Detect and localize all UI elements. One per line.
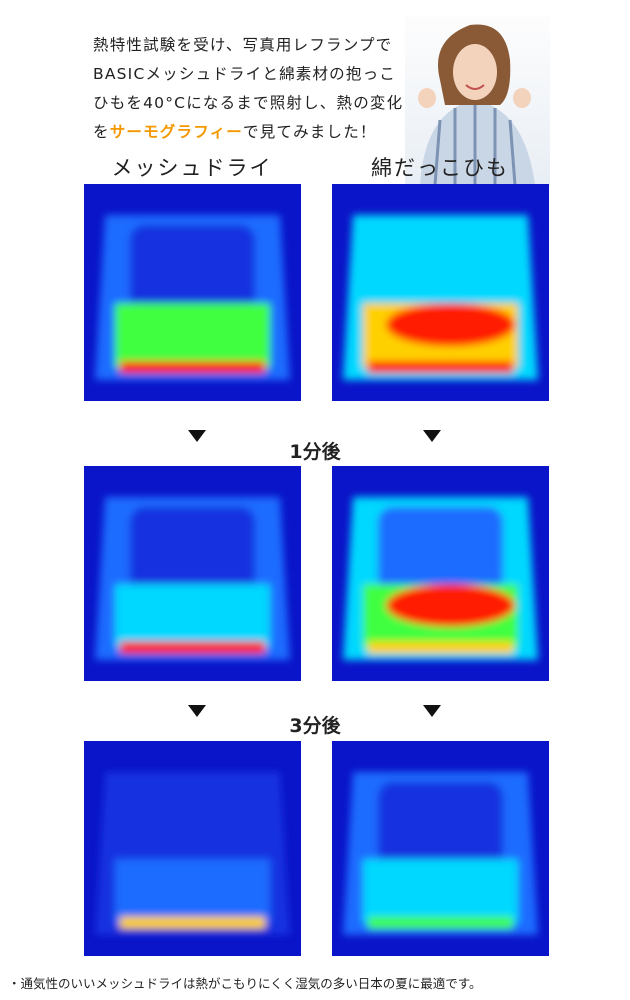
thermal-image [84,466,301,681]
woman-photo [405,15,550,187]
thermal-image [332,741,549,956]
thermal-region [378,225,503,311]
highlight: サーモグラフィー [109,123,243,141]
thermal-body [343,215,538,380]
thermal-body [95,215,290,380]
thermal-image [332,466,549,681]
thermal-hotspot [386,584,515,627]
thermal-body [343,772,538,935]
thermal-region [368,361,513,374]
thermal-image [332,184,549,401]
thermal-region [378,507,503,593]
thermal-region [368,916,513,929]
text: を [93,123,110,141]
thermal-frame [84,184,301,401]
thermal-region [378,782,503,868]
intro-line: 熱特性試験を受け、写真用レフランプで [93,36,393,54]
thermal-body [95,772,290,935]
thermal-frame [332,466,549,681]
thermal-image [84,741,301,956]
intro-line: をサーモグラフィーで見てみました！ [93,120,377,142]
thermal-region [130,225,255,311]
thermal-region [120,916,265,929]
column-header: 綿だっこひも [371,156,509,180]
thermal-region [120,361,265,374]
intro-line: ひもを40°Cになるまで照射し、熱の変化 [93,94,404,112]
blouse-stripes [433,104,517,186]
step-label: 1分後 [289,441,341,463]
thermal-region [115,303,270,368]
thermal-frame [332,741,549,956]
thermal-hotspot [386,303,515,347]
hand [418,88,436,108]
thermal-region [115,859,270,924]
intro-line: BASICメッシュドライと綿素材の抱っこ [93,65,396,83]
arrow-down [423,430,441,442]
thermal-region [120,641,265,654]
thermal-region [368,641,513,654]
hand [513,88,531,108]
thermal-body [95,497,290,660]
arrow-down [188,430,206,442]
thermal-region [115,584,270,649]
thermal-image [84,184,301,401]
face [453,44,497,100]
smile [465,84,485,90]
thermal-region [363,859,518,924]
arrow-down [188,705,206,717]
text: で見てみました！ [243,123,377,141]
thermal-region [130,782,255,868]
column-header: メッシュドライ [111,156,273,180]
blouse [420,100,535,185]
thermal-frame [84,466,301,681]
step-label: 3分後 [289,715,341,737]
thermal-frame [332,184,549,401]
thermal-region [130,507,255,593]
arrow-down [423,705,441,717]
thermal-frame [84,741,301,956]
footnote: ・通気性のいいメッシュドライは熱がこもりにくく湿気の多い日本の夏に最適です。 [8,976,482,991]
thermal-body [343,497,538,660]
